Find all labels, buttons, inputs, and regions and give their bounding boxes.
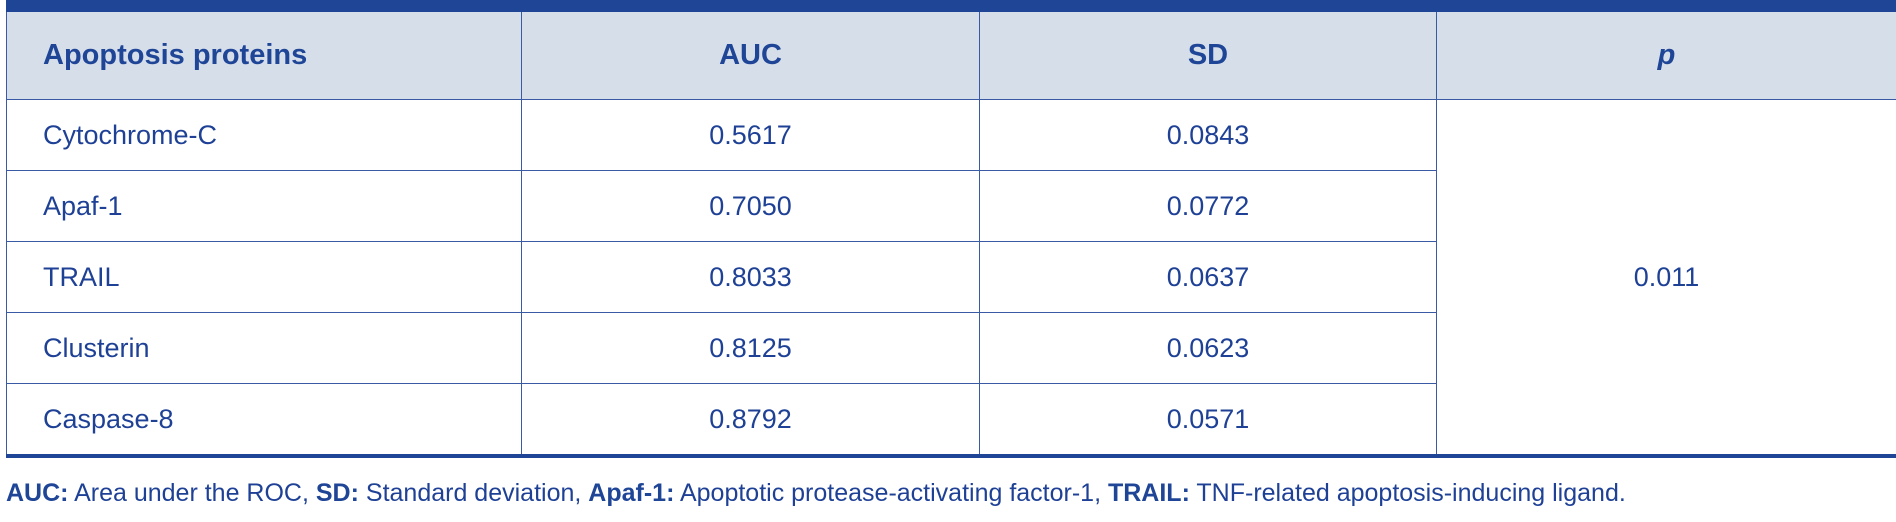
footnote-term: SD: [315, 479, 359, 507]
footnote-definition: Area under the ROC, [74, 479, 309, 507]
table-body: Cytochrome-C 0.5617 0.0843 0.011 Apaf-1 0.705… [6, 99, 1896, 457]
protein-name: Clusterin [6, 312, 522, 384]
cell-value: 0.0623 [979, 312, 1437, 384]
table-row: Clusterin 0.8125 0.0623 [6, 312, 1896, 384]
table-row: Apaf-1 0.7050 0.0772 [6, 170, 1896, 242]
protein-name: Cytochrome-C [6, 99, 522, 171]
protein-name: TRAIL [6, 241, 522, 313]
footnote-definition: Apoptotic protease-activating factor-1, [679, 479, 1102, 507]
footnote-term: AUC: [6, 479, 69, 507]
cell-value: 0.0571 [979, 383, 1437, 457]
column-header: p [1436, 5, 1896, 100]
table-row: Cytochrome-C 0.5617 0.0843 0.011 [6, 99, 1896, 457]
results-table: Apoptosis proteins AUC SD p Cytochrome-C 0.5… [6, 0, 1896, 458]
protein-name: Apaf-1 [6, 170, 522, 242]
cell-value: 0.8125 [521, 312, 980, 384]
column-header: AUC [521, 5, 980, 100]
cell-value: 0.8792 [521, 383, 980, 457]
protein-name: Caspase-8 [6, 383, 522, 457]
cell-value: 0.0772 [979, 170, 1437, 242]
cell-value: 0.5617 [521, 99, 980, 171]
table-row: Caspase-8 0.8792 0.0571 [6, 383, 1896, 457]
cell-value: 0.8033 [521, 241, 980, 313]
p-value: 0.011 [1436, 99, 1896, 457]
footnote: AUC: Area under the ROC, SD: Standard de… [6, 479, 1626, 508]
column-header: SD [979, 5, 1437, 100]
column-header: Apoptosis proteins [6, 5, 522, 100]
cell-value: 0.0843 [979, 99, 1437, 171]
cell-value: 0.7050 [521, 170, 980, 242]
header-row: Apoptosis proteins AUC SD p [6, 5, 1896, 100]
footnote-term: Apaf-1: [588, 479, 675, 507]
footnote-definition: TNF-related apoptosis-inducing ligand. [1196, 479, 1626, 507]
footnote-term: TRAIL: [1107, 479, 1190, 507]
cell-value: 0.0637 [979, 241, 1437, 313]
footnote-definition: Standard deviation, [365, 479, 582, 507]
